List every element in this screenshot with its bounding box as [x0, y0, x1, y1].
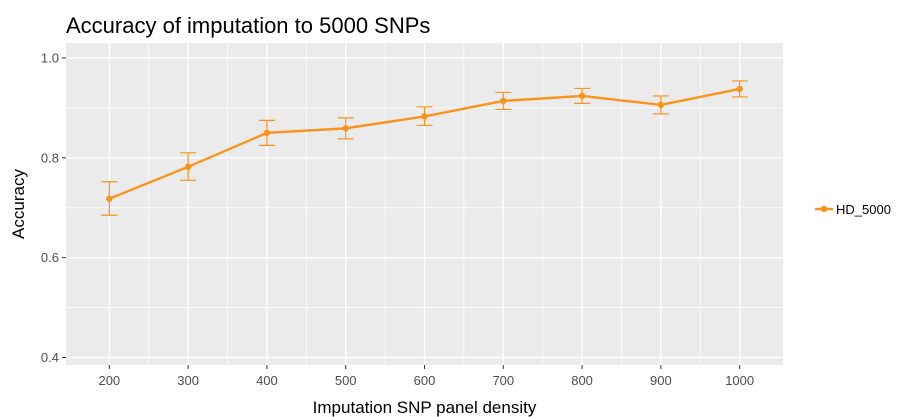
- x-tick-label: 600: [414, 373, 436, 388]
- y-axis: 0.4 0.6 0.8 1.0: [41, 50, 66, 365]
- x-axis: 200 300 400 500 600 700 800 900 1000: [98, 365, 754, 388]
- data-point: [500, 97, 507, 105]
- data-point: [263, 129, 271, 137]
- data-point: [421, 113, 428, 120]
- y-tick-label: 0.6: [41, 250, 59, 265]
- x-tick-label: 300: [177, 373, 199, 388]
- y-axis-title: Accuracy: [9, 169, 28, 239]
- chart-title: Accuracy of imputation to 5000 SNPs: [66, 13, 430, 38]
- x-tick-label: 800: [571, 373, 593, 388]
- legend: HD_5000: [815, 202, 891, 217]
- x-tick-label: 200: [98, 373, 120, 388]
- legend-point: [820, 205, 828, 213]
- x-tick-label: 500: [335, 373, 357, 388]
- data-point: [106, 195, 113, 202]
- x-tick-label: 700: [492, 373, 514, 388]
- x-axis-title: Imputation SNP panel density: [313, 398, 537, 417]
- data-point: [657, 101, 665, 109]
- x-tick-label: 900: [650, 373, 672, 388]
- data-point: [736, 85, 743, 93]
- data-point: [342, 125, 349, 132]
- series-layer: [101, 80, 748, 216]
- legend-label: HD_5000: [836, 202, 891, 217]
- y-tick-label: 0.8: [41, 150, 59, 165]
- grid-lines: [66, 43, 783, 365]
- data-point: [184, 163, 192, 171]
- x-tick-label: 1000: [725, 373, 754, 388]
- data-point: [578, 92, 586, 100]
- x-tick-label: 400: [256, 373, 278, 388]
- y-tick-label: 0.4: [41, 350, 59, 365]
- y-tick-label: 1.0: [41, 50, 59, 65]
